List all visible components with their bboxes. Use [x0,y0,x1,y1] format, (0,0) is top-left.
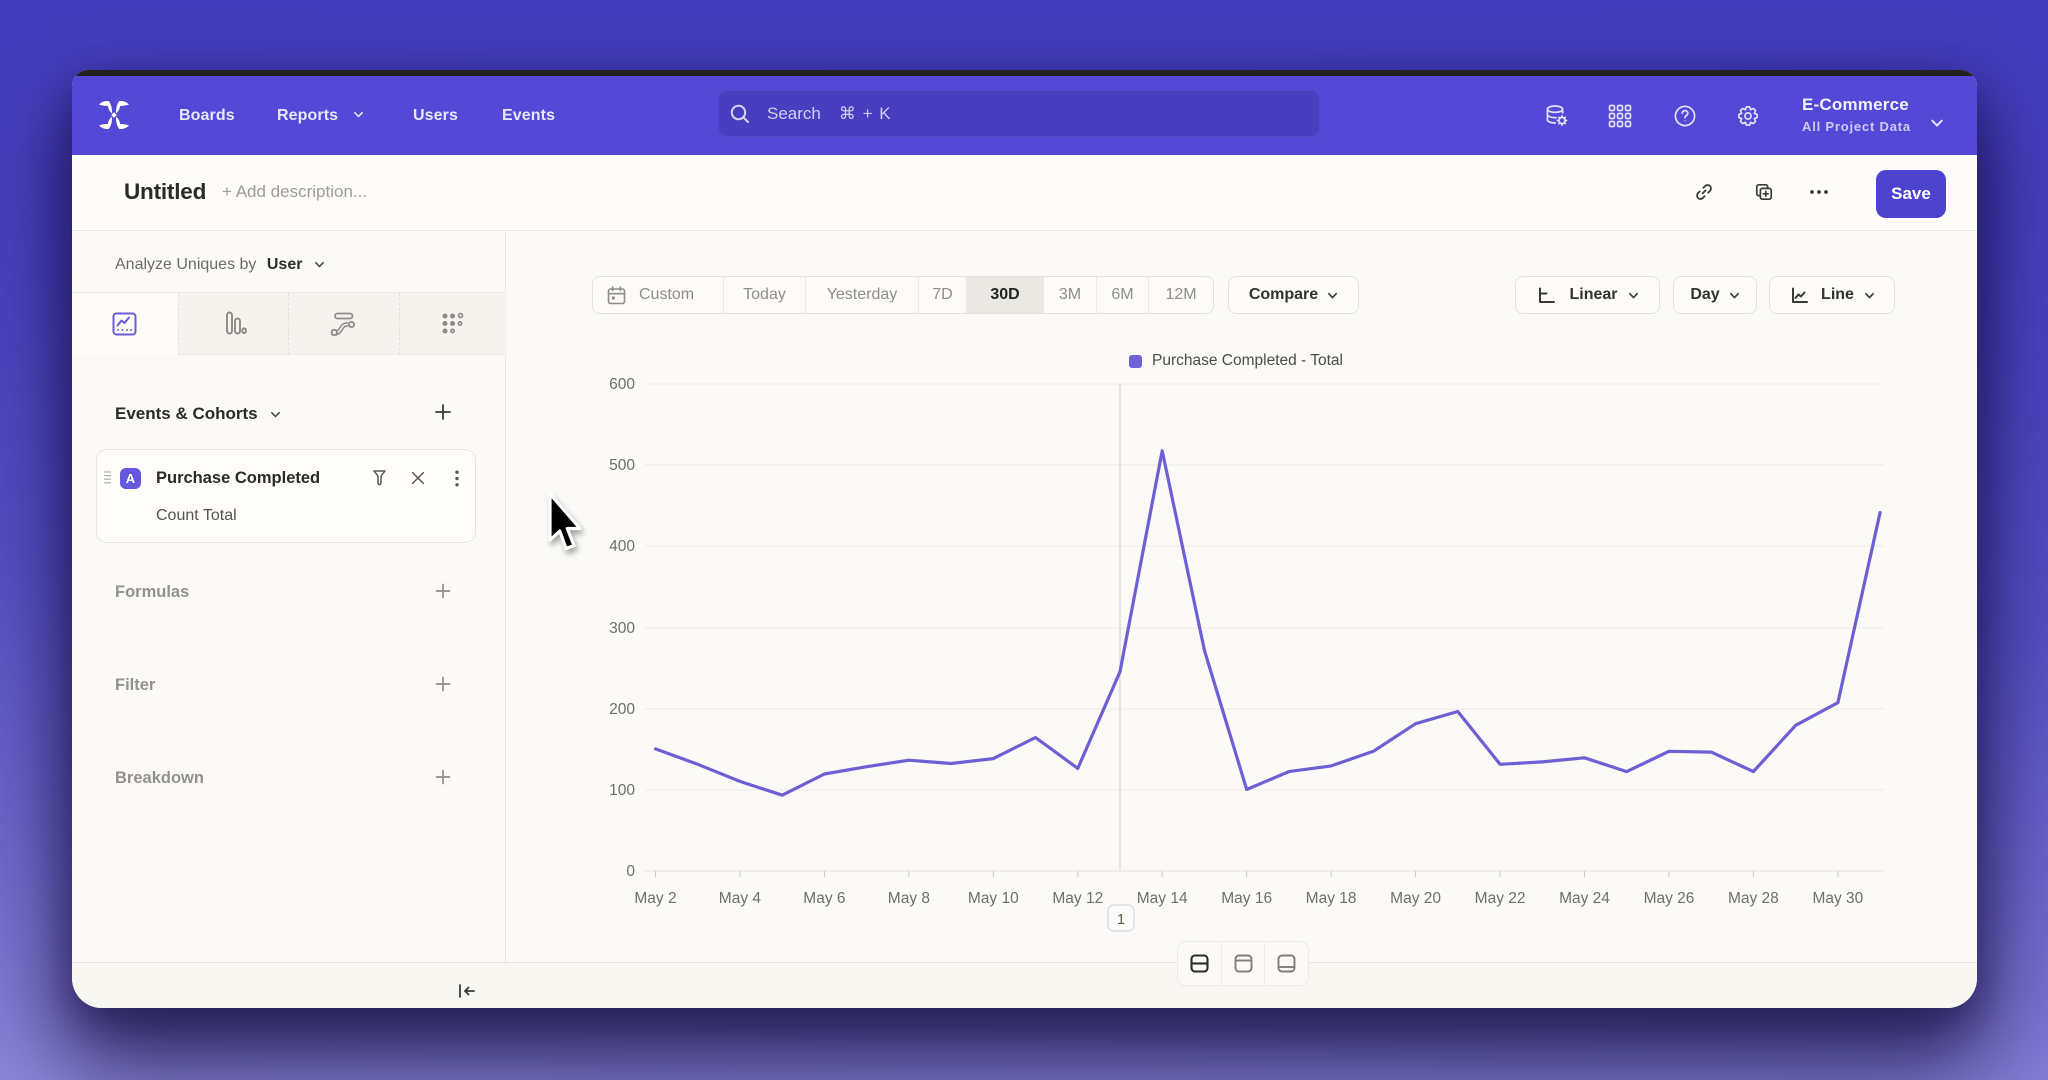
svg-text:May 14: May 14 [1137,890,1188,907]
svg-text:0: 0 [626,863,635,880]
svg-text:May 26: May 26 [1644,890,1695,907]
svg-text:May 28: May 28 [1728,890,1779,907]
svg-text:May 4: May 4 [719,890,762,907]
svg-text:400: 400 [609,538,635,555]
svg-text:May 22: May 22 [1475,890,1526,907]
svg-text:May 24: May 24 [1559,890,1610,907]
svg-text:May 18: May 18 [1306,890,1357,907]
svg-text:May 12: May 12 [1052,890,1103,907]
svg-text:May 2: May 2 [634,890,676,907]
svg-text:100: 100 [609,782,635,799]
svg-text:1: 1 [1117,912,1125,928]
svg-text:May 6: May 6 [803,890,845,907]
svg-text:May 10: May 10 [968,890,1019,907]
svg-text:May 20: May 20 [1390,890,1441,907]
svg-text:May 8: May 8 [888,890,930,907]
svg-text:200: 200 [609,701,635,718]
svg-text:600: 600 [609,376,635,393]
svg-text:300: 300 [609,620,635,637]
svg-text:May 16: May 16 [1221,890,1272,907]
svg-text:May 30: May 30 [1812,890,1863,907]
svg-text:500: 500 [609,457,635,474]
